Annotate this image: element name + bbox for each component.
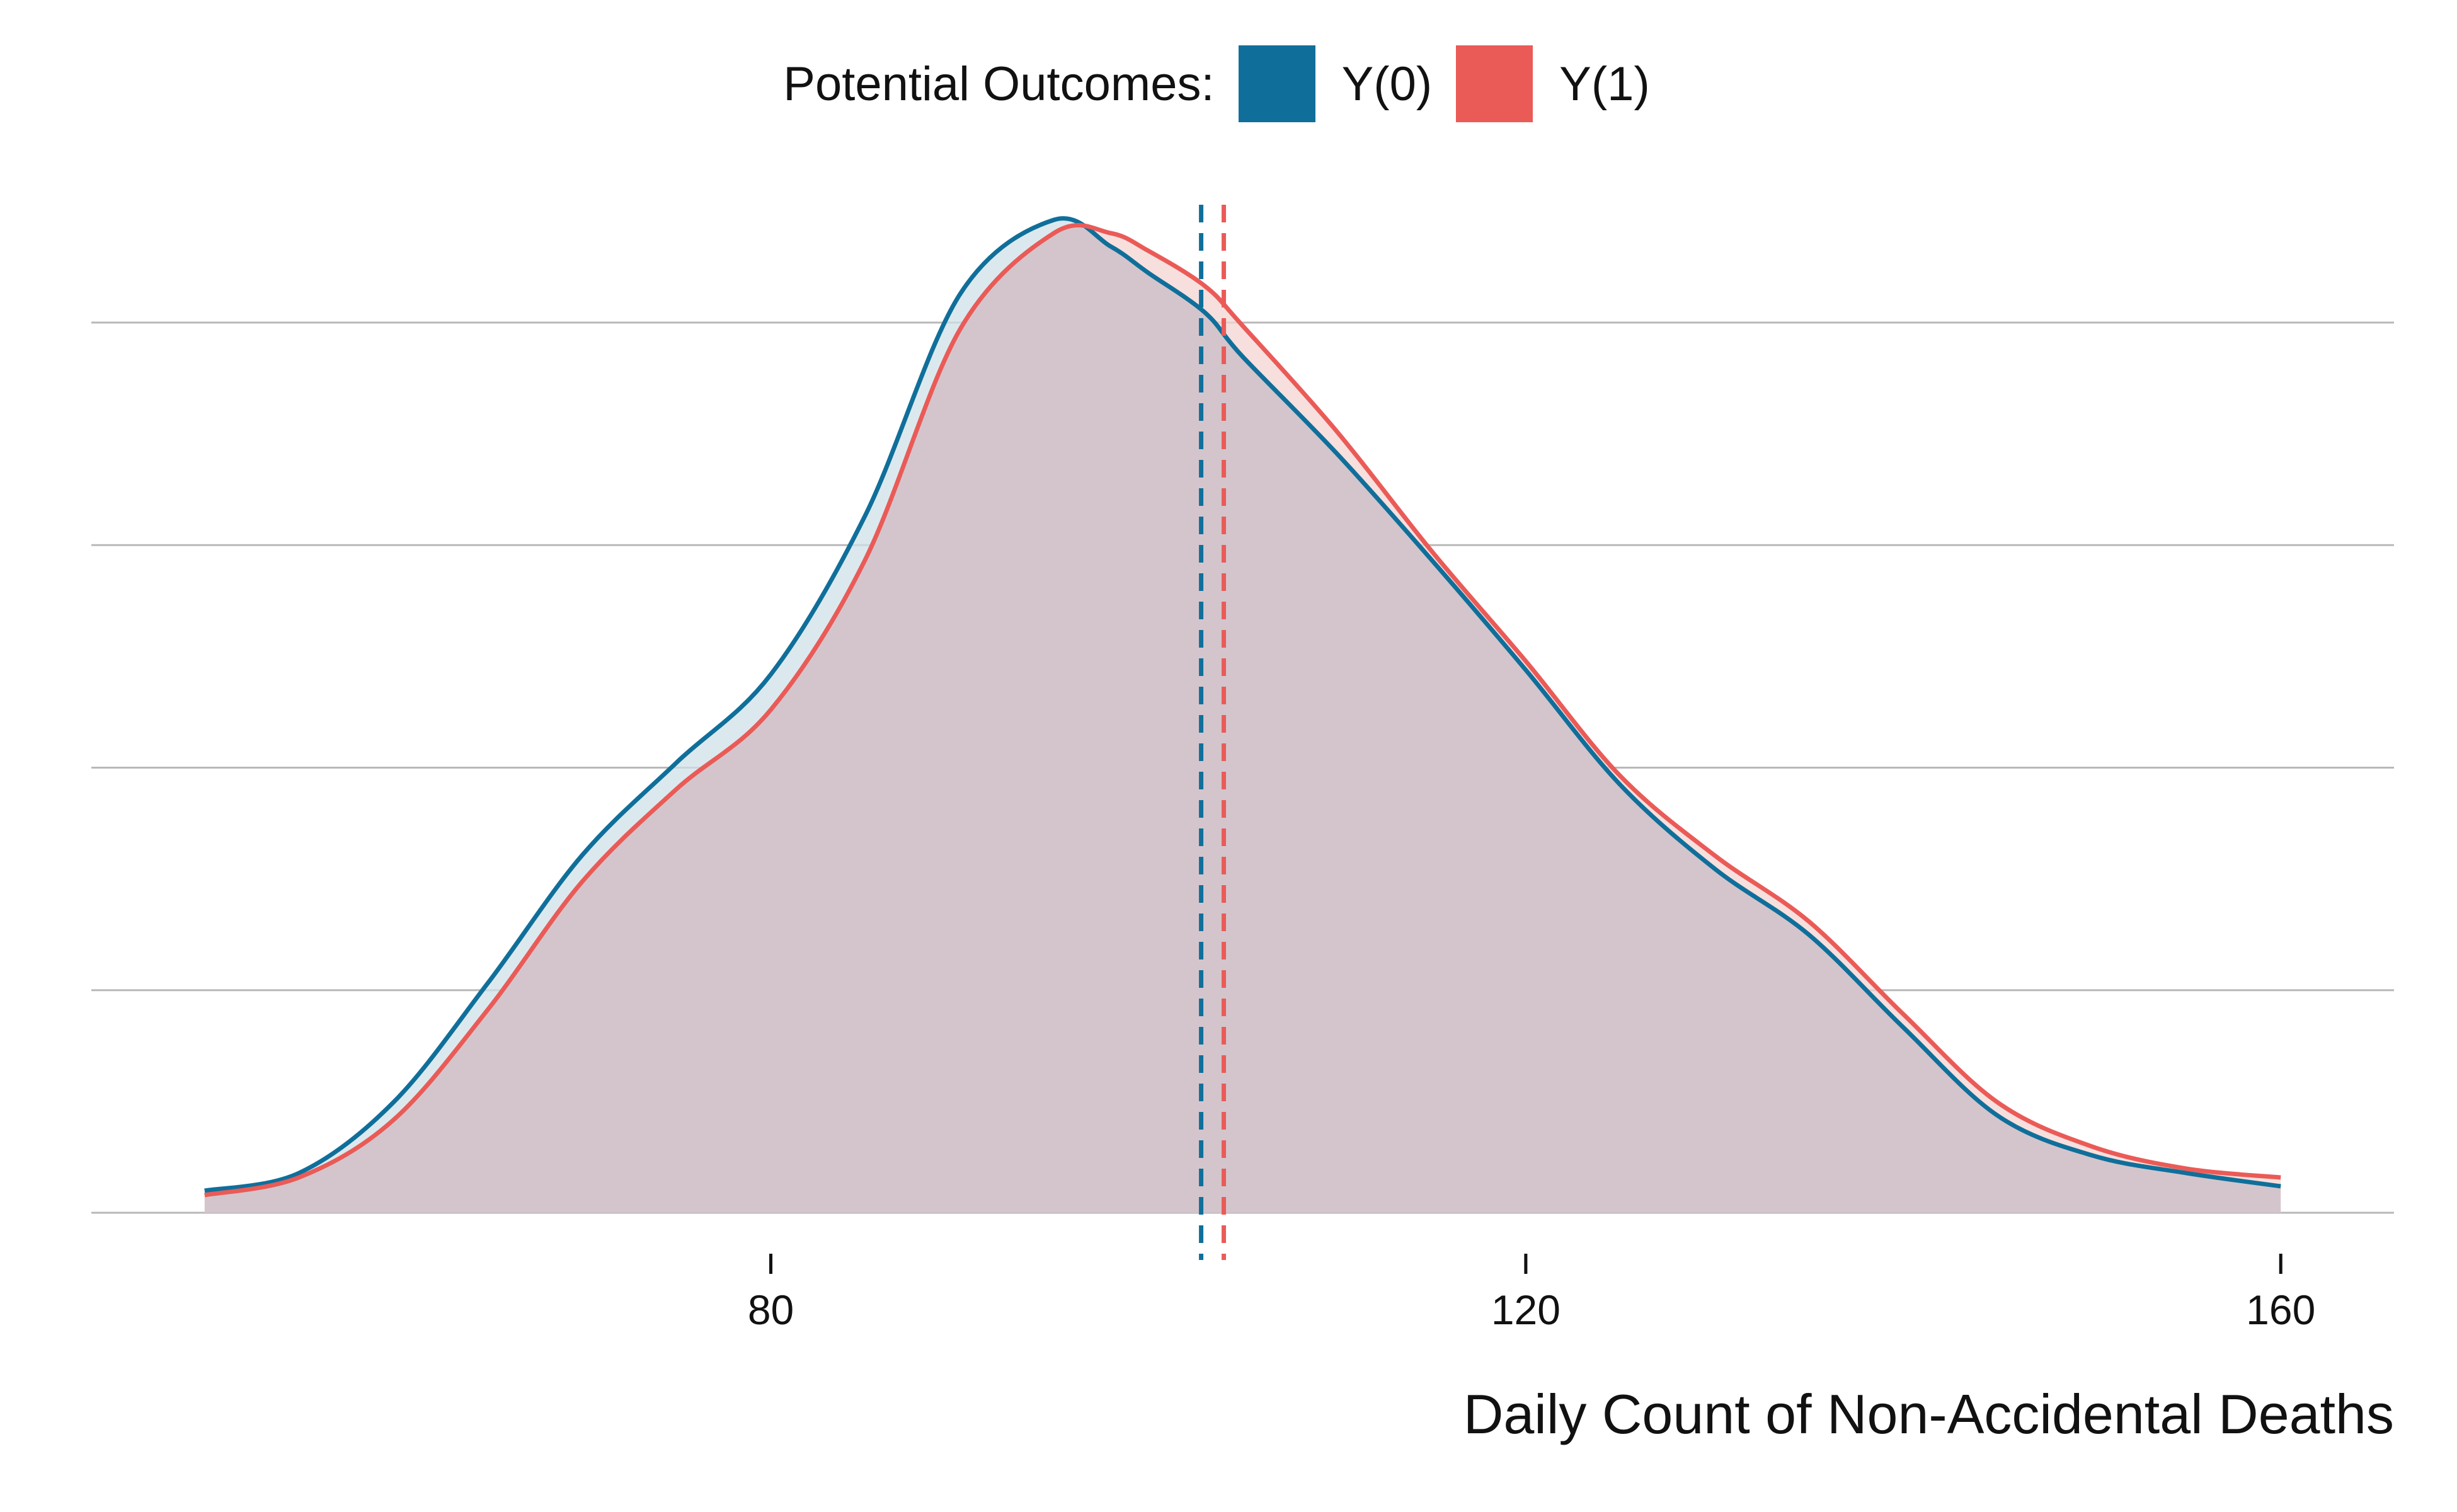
x-axis: 80 120 160 — [748, 1254, 2315, 1333]
legend-swatch-y1 — [1456, 45, 1533, 122]
legend-label-y1: Y(1) — [1559, 57, 1650, 111]
legend-item-y1: Y(1) — [1456, 45, 1650, 122]
x-tick-label: 120 — [1491, 1286, 1561, 1333]
legend-swatch-y0 — [1238, 45, 1315, 122]
x-axis-title: Daily Count of Non-Accidental Deaths — [1463, 1383, 2394, 1445]
density-line-y0 — [204, 216, 2281, 1193]
density-overlap — [204, 225, 2281, 1213]
legend: Potential Outcomes: Y(0) Y(1) — [0, 45, 2457, 122]
x-tick-label: 80 — [748, 1286, 794, 1333]
legend-title: Potential Outcomes: — [783, 57, 1215, 111]
legend-item-y0: Y(0) — [1238, 45, 1433, 122]
density-areas — [204, 216, 2281, 1213]
x-tick-label: 160 — [2246, 1286, 2315, 1333]
mean-lines — [1199, 205, 1227, 1260]
legend-label-y0: Y(0) — [1341, 57, 1433, 111]
density-line-y1 — [204, 223, 2281, 1198]
